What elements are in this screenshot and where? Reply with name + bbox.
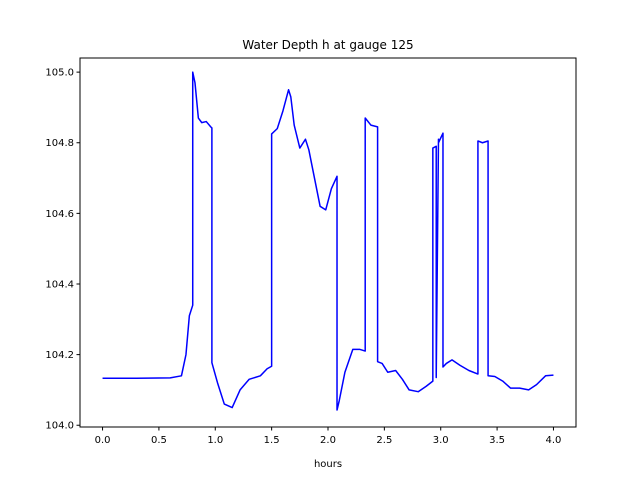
- x-tick-label: 2.5: [376, 435, 392, 446]
- y-tick-label: 104.4: [45, 279, 74, 290]
- x-axis-label: hours: [314, 459, 342, 470]
- x-tick-label: 4.0: [546, 435, 562, 446]
- x-tick-label: 0.0: [95, 435, 111, 446]
- x-tick-label: 1.5: [264, 435, 280, 446]
- plot-area: [80, 58, 576, 427]
- y-tick-label: 104.2: [45, 350, 74, 361]
- y-tick-label: 105.0: [45, 68, 74, 79]
- x-tick-label: 0.5: [151, 435, 167, 446]
- x-tick-label: 3.0: [433, 435, 449, 446]
- y-tick-label: 104.0: [45, 421, 74, 432]
- x-tick-label: 2.0: [320, 435, 336, 446]
- x-tick-label: 3.5: [489, 435, 505, 446]
- y-tick-label: 104.6: [45, 209, 74, 220]
- x-tick-label: 1.0: [207, 435, 223, 446]
- chart-title: Water Depth h at gauge 125: [242, 38, 413, 52]
- y-tick-label: 104.8: [45, 138, 74, 149]
